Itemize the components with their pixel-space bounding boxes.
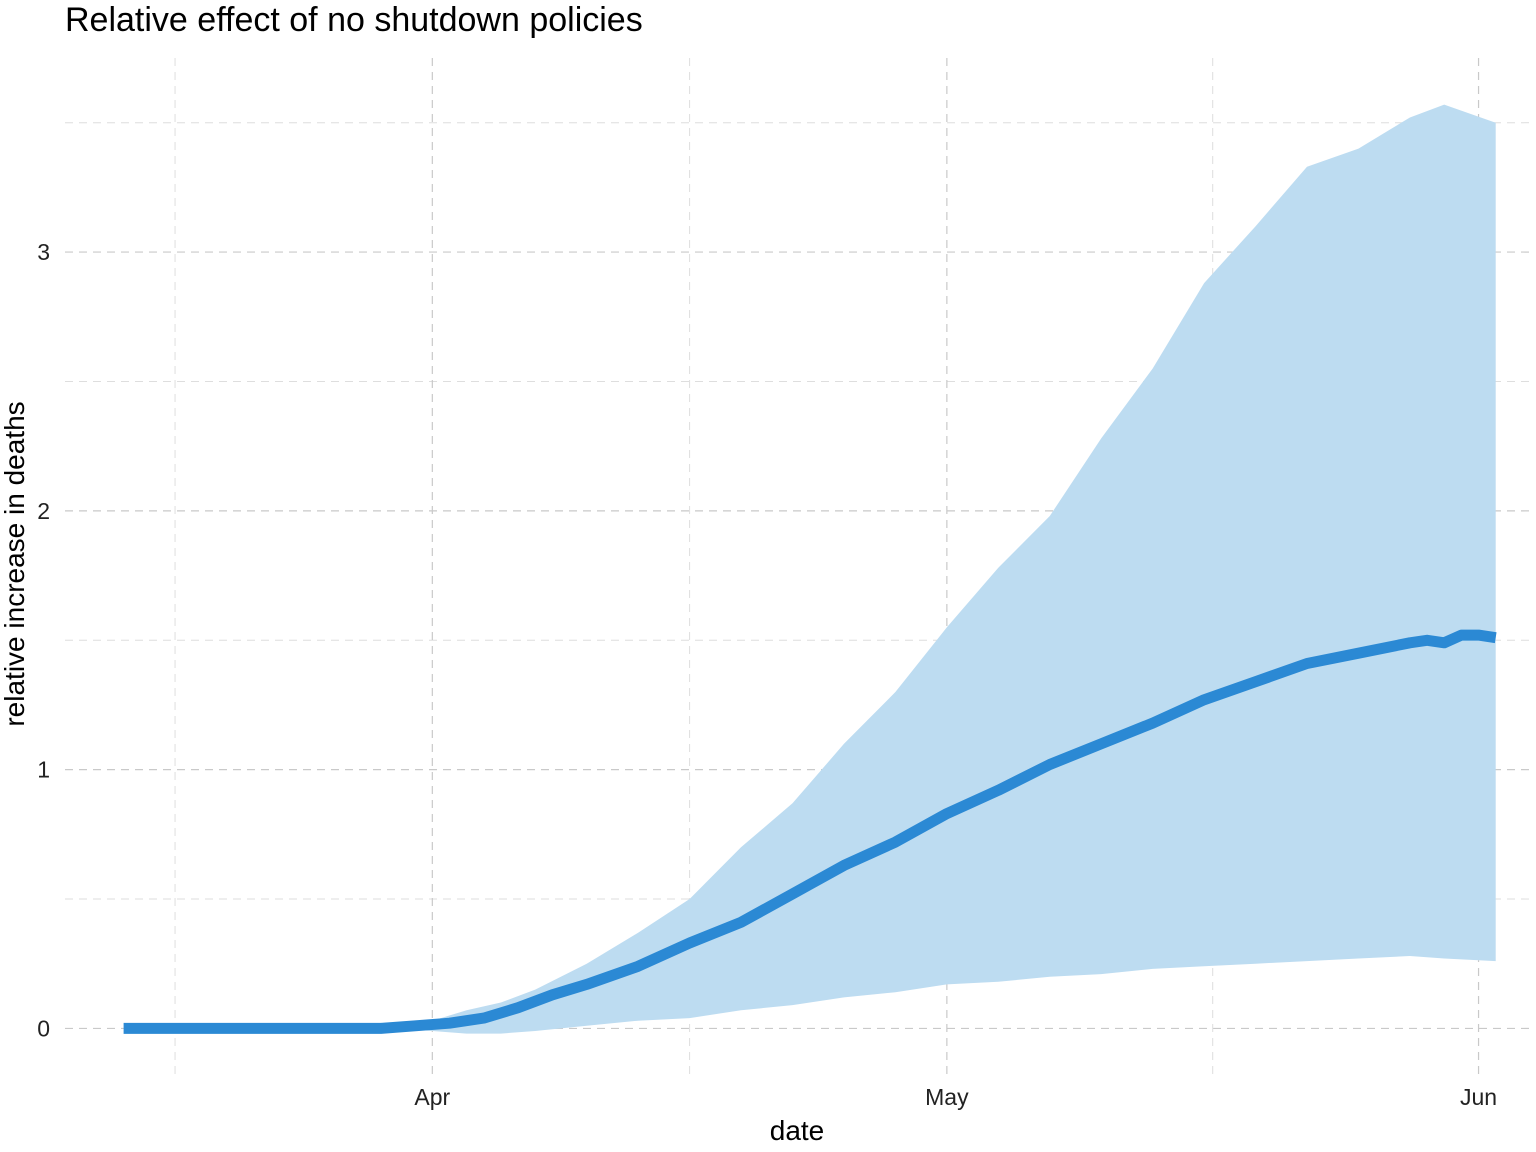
tick-labels: 0 1 2 3 Apr May Jun: [37, 239, 1497, 1110]
y-tick-label: 2: [37, 498, 50, 524]
y-tick-label: 3: [37, 239, 50, 265]
uncertainty-band: [398, 104, 1496, 1034]
y-axis-title: relative increase in deaths: [0, 401, 30, 726]
x-tick-label: Jun: [1460, 1084, 1497, 1110]
series-line-layer: [123, 629, 1497, 1034]
x-tick-label: Apr: [414, 1084, 450, 1110]
chart-title: Relative effect of no shutdown policies: [65, 1, 643, 39]
estimate-line: [123, 629, 1497, 1034]
x-axis-title: date: [770, 1115, 825, 1146]
y-tick-label: 0: [37, 1015, 50, 1041]
uncertainty-band-layer: [398, 104, 1496, 1034]
x-tick-label: May: [925, 1084, 969, 1110]
y-tick-label: 1: [37, 757, 50, 783]
